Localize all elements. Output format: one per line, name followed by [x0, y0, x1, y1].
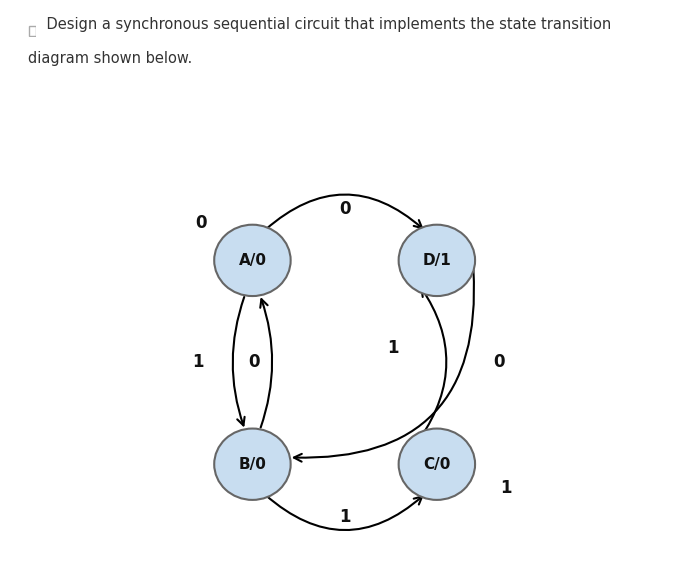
Text: B/0: B/0 — [238, 457, 266, 472]
Text: 1: 1 — [192, 353, 203, 371]
Ellipse shape — [214, 225, 291, 296]
Text: Design a synchronous sequential circuit that implements the state transition: Design a synchronous sequential circuit … — [28, 17, 611, 32]
Text: 1: 1 — [500, 479, 512, 497]
Ellipse shape — [398, 429, 475, 500]
Text: diagram shown below.: diagram shown below. — [28, 51, 192, 66]
Text: 0: 0 — [249, 353, 260, 371]
Text: 1: 1 — [339, 508, 350, 526]
Text: A/0: A/0 — [238, 253, 266, 268]
Ellipse shape — [398, 225, 475, 296]
Text: D/1: D/1 — [422, 253, 452, 268]
Text: 0: 0 — [339, 200, 350, 219]
Text: 1: 1 — [387, 339, 399, 357]
Text: C/0: C/0 — [423, 457, 451, 472]
Ellipse shape — [214, 429, 291, 500]
Text: 0: 0 — [196, 214, 207, 232]
Text: 0: 0 — [493, 353, 505, 371]
Bar — [29, 26, 36, 36]
